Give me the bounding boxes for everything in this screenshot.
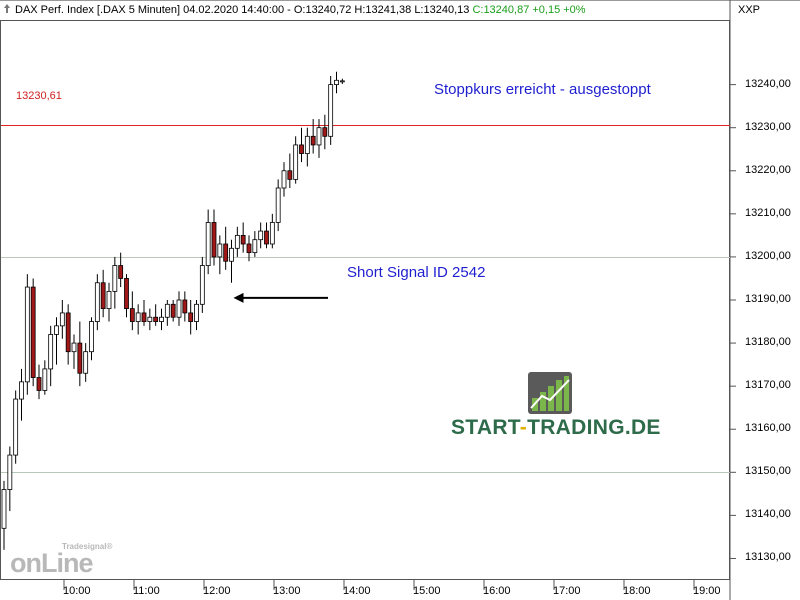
candle-body [252, 239, 258, 254]
candle-body [316, 127, 322, 146]
candle-body [205, 222, 211, 266]
candle-body [217, 243, 223, 258]
y-tick-label: 13170,00 [745, 379, 791, 392]
pin-icon [4, 4, 10, 13]
candle-body [322, 127, 328, 137]
x-tick-label: 17:00 [553, 585, 581, 597]
x-tick-label: 14:00 [343, 585, 371, 597]
y-tick-label: 13160,00 [745, 422, 791, 435]
candle-body [304, 135, 310, 154]
watermark-big: onLine [10, 548, 93, 578]
y-tick-label: 13150,00 [745, 465, 791, 478]
candle-body [170, 303, 176, 318]
chart-header-text: DAX Perf. Index [.DAX 5 Minuten] 04.02.2… [15, 4, 470, 16]
x-tick-label: 13:00 [273, 585, 301, 597]
x-tick-label: 19:00 [693, 585, 721, 597]
x-tick-label: 10:00 [63, 585, 91, 597]
candle-body [13, 398, 19, 456]
candle-body [1, 489, 7, 529]
brand-text: START-TRADING.DE [451, 416, 661, 440]
signal-arrow-head [233, 292, 244, 303]
y-tick-label: 13180,00 [745, 336, 791, 349]
brand-text-end: TRADING.DE [527, 416, 661, 439]
candle-body [54, 325, 59, 335]
candle-body [42, 368, 48, 391]
start-trading-logo-icon [528, 372, 572, 414]
candle-body [293, 144, 299, 180]
candle-body [129, 308, 135, 322]
candle-body [264, 230, 269, 245]
x-tick-label: 16:00 [483, 585, 511, 597]
candle-body [258, 230, 264, 241]
candle-body [147, 316, 153, 322]
x-tick-label: 11:00 [133, 585, 160, 597]
candle-body [36, 377, 42, 391]
candle-body [246, 243, 252, 254]
y-tick-label: 13190,00 [745, 293, 791, 305]
signal-annotation: Short Signal ID 2542 [347, 264, 486, 281]
x-tick-label: 12:00 [203, 585, 231, 597]
candle-body [287, 170, 293, 180]
chart-header-change: C:13240,87 +0,15 +0% [472, 4, 586, 16]
candle-body [188, 312, 194, 322]
candle-body [223, 243, 229, 262]
candle-body [106, 290, 112, 310]
y-tick-label: 13230,00 [745, 120, 791, 133]
candle-body [7, 454, 13, 490]
watermark-small: Tradesignal® [62, 542, 113, 551]
candle-body [30, 286, 36, 378]
candle-body [112, 265, 118, 292]
y-tick-label: 13140,00 [745, 508, 791, 521]
y-tick-label: 13210,00 [745, 206, 791, 219]
candle-body [159, 316, 164, 322]
stop-line-label: 13230,61 [16, 90, 62, 102]
candle-body [176, 299, 182, 318]
tradesignal-watermark: Tradesignal® onLine [10, 542, 113, 580]
candle-body [153, 316, 159, 322]
x-tick-label: 18:00 [623, 585, 651, 597]
chart-header: DAX Perf. Index [.DAX 5 Minuten] 04.02.2… [0, 0, 730, 20]
candle-body [59, 312, 65, 327]
candle-body [234, 234, 240, 249]
candle-body [164, 303, 170, 318]
candle-body [328, 84, 334, 137]
candle-body [141, 312, 147, 322]
candle-body [269, 222, 275, 245]
candle-body [65, 312, 71, 353]
candle-body [19, 381, 24, 400]
candle-body [281, 170, 287, 189]
y-tick-label: 13220,00 [745, 163, 791, 176]
y-tick-label: 13240,00 [745, 77, 791, 90]
y-tick-label: 13200,00 [745, 249, 791, 262]
y-tick-label: 13130,00 [745, 551, 791, 564]
candle-body [135, 312, 141, 322]
candle-body [77, 342, 83, 374]
candle-body [182, 299, 188, 314]
brand-text-start: START [451, 416, 520, 439]
x-tick-label: 15:00 [413, 585, 441, 597]
candle-body [94, 282, 100, 322]
candle-body [124, 278, 129, 310]
candle-body [24, 286, 30, 383]
candle-body [100, 282, 106, 310]
candle-body [211, 222, 217, 258]
candle-body [299, 144, 304, 154]
chart-corner-label: XXP [738, 4, 761, 16]
candle-body [194, 303, 199, 322]
candle-body [339, 80, 345, 83]
candle-body [275, 187, 281, 223]
candle-body [89, 321, 94, 353]
candle-body [71, 342, 77, 353]
candle-body [48, 334, 54, 370]
brand-text-dash: - [519, 416, 528, 439]
candle-body [83, 351, 89, 374]
candle-body [229, 247, 234, 262]
candle-body [199, 265, 205, 305]
candle-body [240, 234, 246, 245]
candle-body [334, 79, 339, 86]
candle-body [310, 135, 316, 146]
candle-body [118, 265, 124, 279]
stop-annotation: Stoppkurs erreicht - ausgestoppt [434, 81, 651, 98]
